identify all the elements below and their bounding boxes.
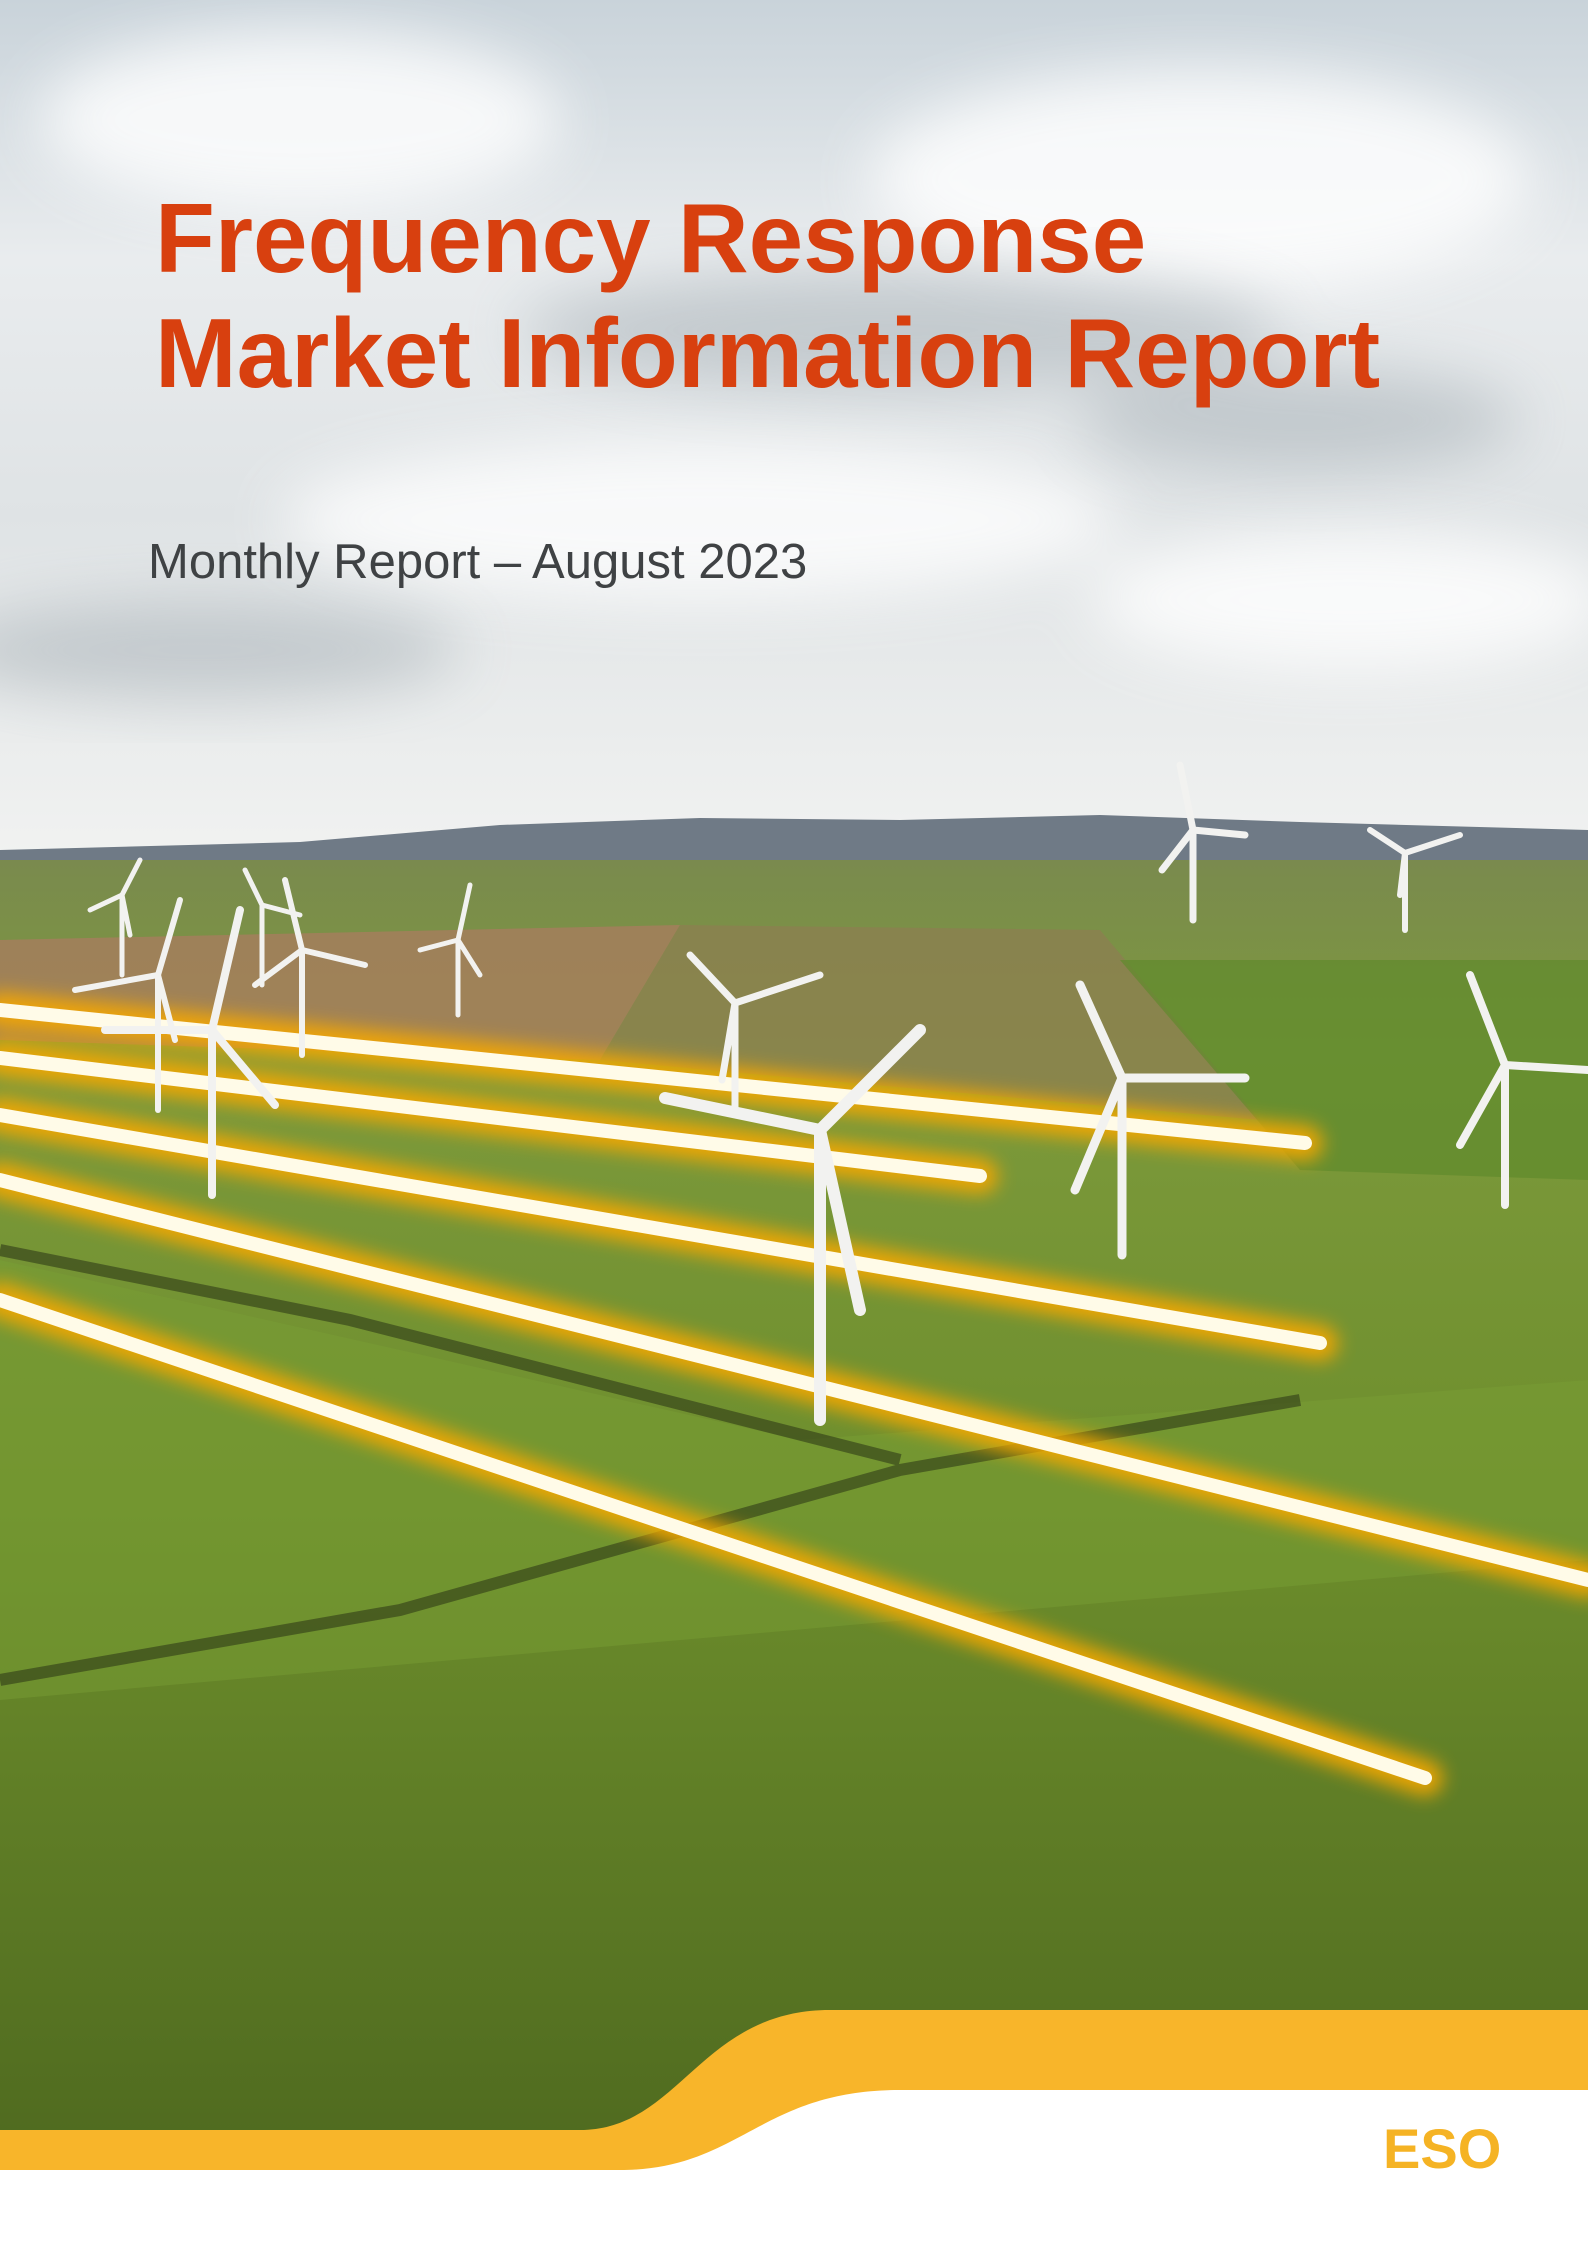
logo: ESO: [1383, 2117, 1501, 2180]
turbines: [72, 761, 1588, 1426]
title-line: Frequency Response: [155, 183, 1146, 293]
title-line: Market Information Report: [155, 298, 1380, 408]
subtitle: Monthly Report – August 2023: [148, 535, 807, 589]
white-footer: [0, 2090, 1588, 2246]
photo: [0, 0, 1588, 2160]
